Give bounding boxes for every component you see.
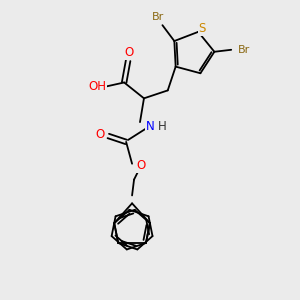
Text: Br: Br [238, 45, 250, 55]
Text: N: N [146, 120, 154, 133]
Text: O: O [96, 128, 105, 142]
Text: OH: OH [88, 80, 106, 93]
Text: H: H [158, 120, 166, 133]
Text: O: O [136, 159, 146, 172]
Text: Br: Br [152, 12, 165, 22]
Text: S: S [199, 22, 206, 35]
Text: O: O [124, 46, 134, 59]
